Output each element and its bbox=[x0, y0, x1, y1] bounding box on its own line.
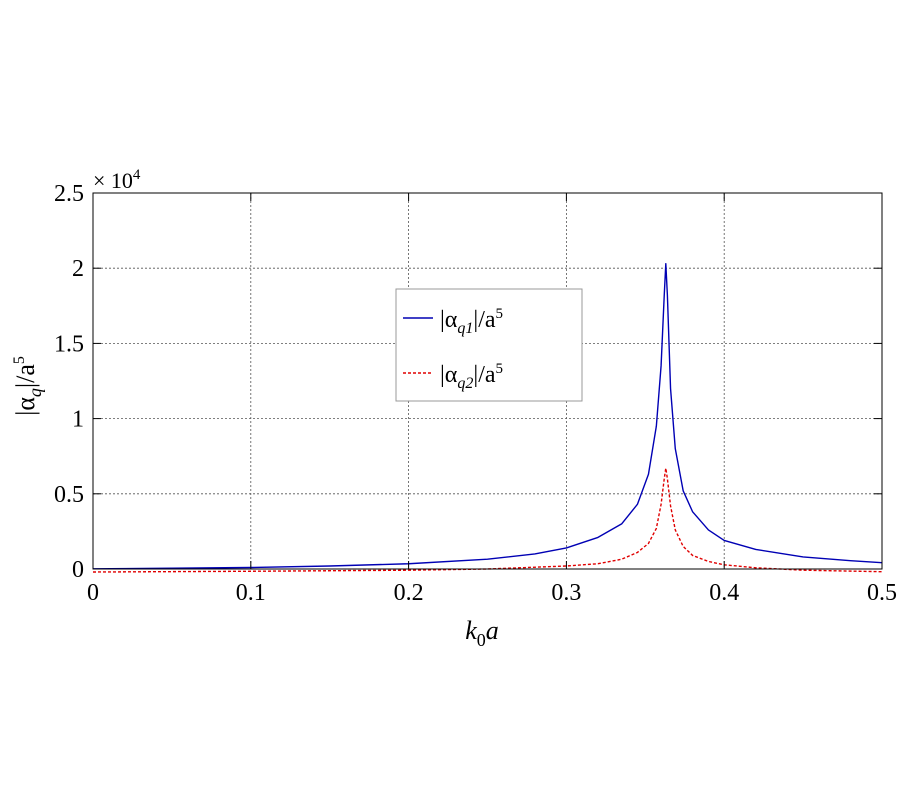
y-axis-label-sub: q bbox=[25, 388, 45, 397]
x-tick-label: 0.5 bbox=[867, 580, 897, 606]
y-tick-label: 0 bbox=[72, 557, 84, 583]
y-multiplier: × 104 bbox=[93, 167, 141, 193]
legend-entry-q1: |αq1|/a5 bbox=[440, 306, 503, 337]
y-multiplier-exp: 4 bbox=[133, 167, 141, 183]
y-multiplier-base: × 10 bbox=[93, 168, 133, 193]
legend-q2-pre: |α bbox=[440, 362, 458, 388]
x-tick-label: 0.4 bbox=[709, 580, 739, 606]
x-axis-label-main: k bbox=[465, 616, 477, 645]
legend-q1-mid: |/a bbox=[473, 307, 495, 333]
legend-q2-sup: 5 bbox=[496, 361, 504, 377]
y-tick-label: 2.5 bbox=[54, 181, 84, 207]
x-tick-label: 0 bbox=[87, 580, 99, 606]
legend-q2-mid: |/a bbox=[473, 362, 495, 388]
y-axis-label: |αq|/a5 bbox=[11, 356, 45, 416]
x-tick-label: 0.3 bbox=[551, 580, 581, 606]
y-axis-label-sup: 5 bbox=[11, 356, 28, 364]
series-layer bbox=[92, 262, 883, 573]
y-tick-label: 2 bbox=[72, 256, 84, 282]
x-tick-label: 0.2 bbox=[394, 580, 424, 606]
legend: |αq1|/a5 |αq2|/a5 bbox=[395, 288, 583, 402]
y-axis-label-mid: |/a bbox=[11, 364, 40, 388]
y-axis-label-pre: |α bbox=[11, 397, 40, 416]
legend-entry-q2: |αq2|/a5 bbox=[440, 361, 503, 392]
x-axis-label: k0a bbox=[465, 616, 499, 650]
plot-frame bbox=[92, 192, 883, 570]
y-tick-label: 1.5 bbox=[54, 331, 84, 357]
y-tick-label: 1 bbox=[72, 407, 84, 433]
legend-box bbox=[395, 288, 583, 402]
x-axis-label-tail: a bbox=[486, 616, 499, 645]
legend-q1-sup: 5 bbox=[496, 306, 504, 322]
x-tick-label: 0.1 bbox=[236, 580, 266, 606]
x-axis-label-sub: 0 bbox=[477, 630, 486, 650]
legend-q1-pre: |α bbox=[440, 307, 458, 333]
legend-q1-sub: q1 bbox=[457, 320, 473, 337]
ticks: 0 0.1 0.2 0.3 0.4 0.5 0 0.5 1 1.5 2 2.5 bbox=[54, 181, 897, 606]
series-line-q1 bbox=[92, 262, 883, 570]
y-tick-label: 0.5 bbox=[54, 482, 84, 508]
series-line-q2 bbox=[92, 467, 883, 573]
legend-q2-sub: q2 bbox=[457, 375, 473, 392]
